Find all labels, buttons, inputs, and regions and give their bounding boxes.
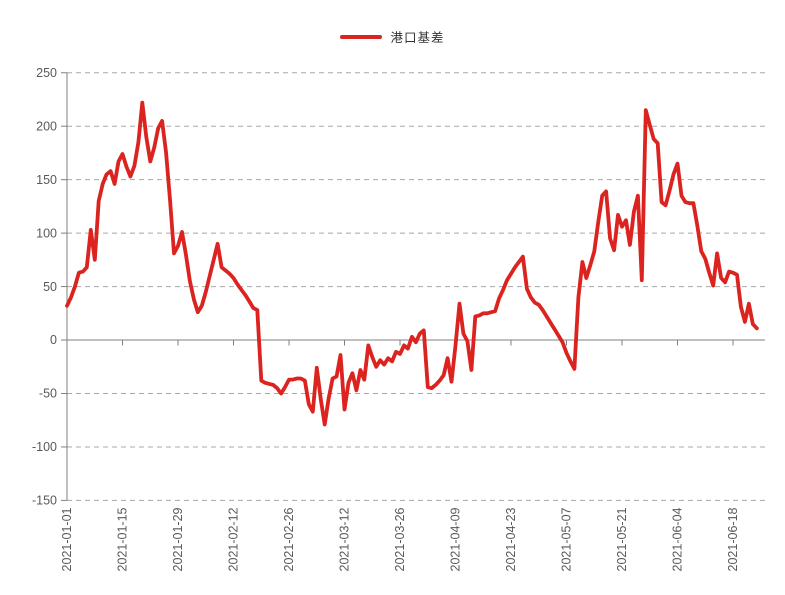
gridlines [67,72,765,501]
y-axis-label: 0 [50,333,57,347]
y-axis-label: -50 [39,387,57,401]
x-axis-label: 2021-01-29 [171,507,185,571]
y-axis-label: 50 [43,280,57,294]
series-polyline [65,100,759,427]
x-axis-label: 2021-02-12 [227,507,241,571]
x-axis-label: 2021-05-07 [560,507,574,571]
legend-line-swatch [340,34,383,39]
y-axis-label: 200 [36,119,57,133]
series-line [65,100,759,427]
y-axis-label: 100 [36,226,57,240]
y-axis-label: -100 [32,440,57,454]
x-axis-label: 2021-06-04 [671,507,685,571]
x-axis-label: 2021-01-15 [116,507,130,571]
legend-label: 港口基差 [390,31,445,45]
y-axis-label: 150 [36,173,57,187]
x-axis-label: 2021-04-23 [504,507,518,571]
y-axis-label: 250 [36,66,57,80]
y-axis-label: -150 [32,494,57,508]
x-axis-label: 2021-03-26 [393,507,407,571]
x-axis-label: 2021-02-26 [282,507,296,571]
x-axis-label: 2021-06-18 [726,507,740,571]
x-axis-label: 2021-05-21 [615,507,629,571]
x-axis-label: 2021-01-01 [60,507,74,571]
x-axis-label: 2021-03-12 [338,507,352,571]
x-axis-label: 2021-04-09 [449,507,463,571]
legend: 港口基差 [0,27,785,46]
